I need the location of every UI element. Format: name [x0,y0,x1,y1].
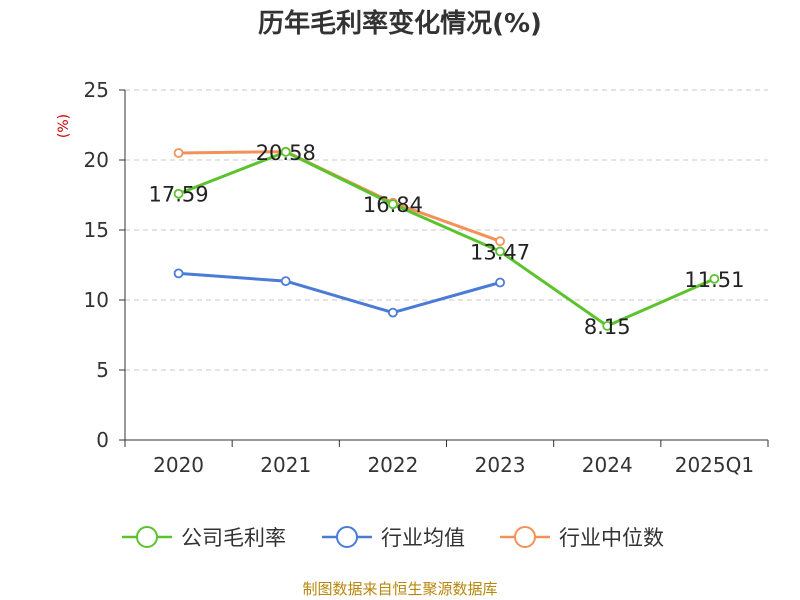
chart-title: 历年毛利率变化情况(%) [258,8,542,39]
data-point [173,148,184,158]
series-line [178,271,501,315]
data-point [173,268,184,279]
data-label: 13.47 [470,240,530,264]
data-label: 17.59 [149,183,209,207]
x-tick-label: 2022 [367,453,418,477]
x-tick-label: 2024 [582,453,633,477]
data-point [388,199,398,210]
y-tick-label: 20 [84,148,109,172]
legend-marker-icon [136,526,158,548]
axes: 0 5 10 15 20 25 2020 2021 2022 2023 2024 2025Q1 [84,78,769,477]
data-label: 16.84 [363,193,423,217]
x-tick-label: 2023 [475,453,526,477]
data-point [495,277,505,288]
legend-label: 公司毛利率 [181,526,286,550]
legend-marker-icon [336,526,358,548]
legend-marker-icon [514,526,536,548]
y-tick-label: 5 [96,358,109,382]
series-layer [173,146,720,331]
x-tick-label: 2021 [260,453,311,477]
data-label: 11.51 [684,268,744,292]
y-axis-unit-label: (%) [56,114,72,138]
legend-label: 行业中位数 [559,526,664,550]
y-tick-label: 25 [84,78,109,102]
data-point [495,236,505,247]
data-point [280,276,291,287]
series-line [178,150,501,243]
data-point [280,146,291,157]
data-point [602,320,613,331]
data-labels: 17.59 20.58 16.84 13.47 8.15 11.51 [149,141,745,339]
gridlines [125,89,768,371]
data-point [495,246,505,257]
x-tick-label: 2020 [153,453,204,477]
legend-label: 行业均值 [381,526,465,550]
legend: 公司毛利率 行业均值 行业中位数 [122,526,664,550]
data-label: 8.15 [584,315,631,339]
data-label: 20.58 [256,141,316,165]
y-tick-label: 15 [84,218,109,242]
source-note: 制图数据来自恒生聚源数据库 [302,580,497,598]
y-tick-label: 10 [84,288,109,312]
series-line [178,150,716,328]
x-tick-label: 2025Q1 [675,453,754,477]
data-point [709,273,720,284]
data-point [388,307,398,318]
data-point [173,188,184,199]
y-tick-label: 0 [96,428,109,452]
